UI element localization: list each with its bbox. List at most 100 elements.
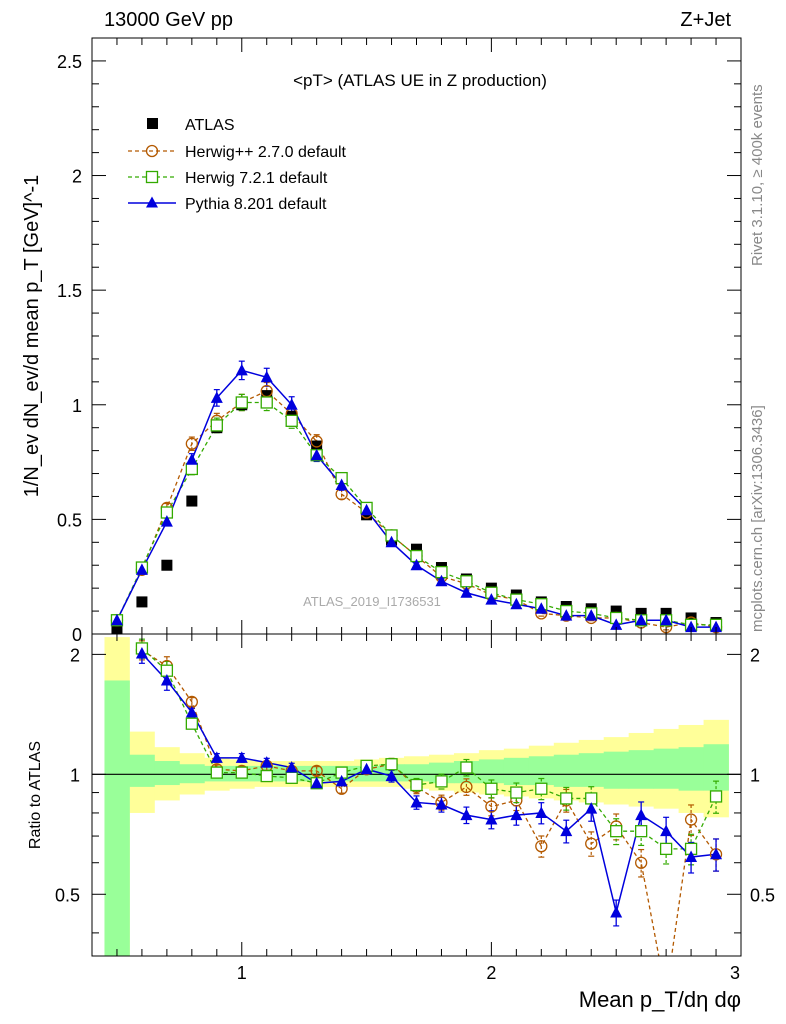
ratio-point-herwigpp [585, 837, 598, 850]
main-point-pythia [710, 620, 723, 633]
ratio-point-herwig7 [560, 792, 573, 805]
ratio-y-tick-label-right: 1 [750, 765, 760, 785]
main-y-tick-label: 1 [72, 396, 82, 416]
x-tick-label: 3 [730, 963, 740, 983]
main-point-data [161, 559, 173, 571]
ratio-band-inner [503, 757, 530, 786]
main-point-herwigpp [310, 435, 323, 448]
ratio-point-herwig7 [659, 842, 673, 856]
main-point-pythia [160, 515, 173, 527]
legend-label-herwig7: Herwig 7.2.1 default [185, 170, 328, 187]
ratio-band-inner [129, 754, 155, 787]
main-marks [110, 360, 723, 634]
ratio-point-pythia [710, 847, 723, 860]
ratio-point-pythia [410, 795, 423, 808]
main-point-pythia [535, 602, 548, 614]
main-y-tick-label: 1.5 [57, 281, 82, 301]
ratio-point-herwigpp [310, 764, 323, 778]
x-tick-label: 2 [486, 963, 496, 983]
x-tick-label: 1 [237, 963, 247, 983]
legend-label-atlas: ATLAS [185, 117, 235, 134]
legend-label-pythia: Pythia 8.201 default [185, 196, 327, 213]
ratio-point-herwig7 [535, 782, 548, 795]
ratio-y-tick-label-right: 0.5 [750, 885, 775, 905]
main-point-pythia [335, 478, 348, 490]
ratio-point-pythia [685, 850, 698, 863]
main-point-pythia [110, 613, 123, 626]
ratio-point-pythia [135, 647, 148, 659]
ratio-line-herwigpp [141, 649, 717, 956]
ratio-point-herwigpp [485, 800, 498, 813]
ratio-point-pythia [185, 705, 198, 718]
main-point-pythia [435, 574, 448, 587]
ratio-point-herwigpp [535, 840, 548, 853]
ratio-point-herwig7 [610, 825, 623, 838]
main-point-data [685, 612, 697, 624]
ratio-series [135, 638, 723, 956]
ratio-plot-area [92, 637, 741, 956]
main-point-data [411, 543, 422, 555]
main-point-pythia [485, 593, 498, 605]
main-line-herwig7 [116, 401, 717, 626]
main-point-data [261, 390, 273, 402]
ratio-band-inner [478, 759, 505, 784]
ratio-point-herwig7 [435, 775, 448, 788]
main-y-tick-label: 0 [72, 625, 82, 645]
ratio-band-inner [553, 754, 580, 787]
main-point-pythia [235, 363, 248, 376]
ratio-band-inner [179, 764, 205, 784]
ratio-band-inner [678, 747, 704, 791]
ratio-point-herwig7 [210, 766, 223, 779]
legend-marker-pythia [146, 196, 158, 208]
ratio-ticks: 0.5 0.5 1 1 2 2 1 2 3 [55, 634, 775, 983]
ratio-marks [135, 638, 723, 956]
main-point-data [136, 596, 148, 608]
legend: ATLAS Herwig++ 2.7.0 default Herwig 7.2.… [128, 117, 347, 213]
main-point-pythia [635, 613, 648, 626]
ratio-band-inner [404, 764, 430, 782]
main-point-pythia [410, 558, 423, 571]
main-title: <pT> (ATLAS UE in Z production) [293, 71, 547, 90]
header-right: Z+Jet [680, 9, 731, 31]
ratio-point-herwig7 [709, 790, 723, 803]
ratio-point-pythia [560, 824, 573, 837]
ratio-point-pythia [635, 808, 648, 821]
ratio-band-inner [104, 680, 130, 956]
main-line-pythia [116, 369, 717, 628]
ratio-band [92, 637, 741, 956]
ratio-panel: 0.5 0.5 1 1 2 2 1 2 3 Ratio to ATLAS Mean p_T/dη… [27, 633, 775, 1012]
legend-entry-atlas: ATLAS [147, 117, 235, 134]
ratio-y-tick-label-right: 2 [750, 645, 760, 665]
legend-label-herwigpp: Herwig++ 2.7.0 default [185, 144, 347, 161]
ratio-point-pythia [335, 774, 348, 787]
main-point-herwig7 [260, 396, 273, 409]
main-point-pythia [210, 391, 223, 403]
ratio-point-herwig7 [385, 758, 398, 771]
ratio-point-herwigpp [684, 813, 698, 826]
ratio-band-inner [603, 751, 630, 789]
header-left: 13000 GeV pp [104, 9, 233, 31]
ratio-point-pythia [535, 806, 548, 818]
main-point-pythia [285, 398, 298, 410]
main-point-pythia [660, 613, 673, 626]
ratio-band-inner [578, 753, 605, 787]
ratio-point-herwig7 [285, 771, 298, 784]
main-point-data [610, 605, 622, 617]
main-point-pythia [185, 453, 198, 465]
ratio-point-herwig7 [485, 782, 498, 795]
ratio-point-herwig7 [410, 778, 423, 792]
ratio-point-herwig7 [510, 786, 523, 799]
ratio-point-pythia [210, 751, 223, 763]
ratio-y-axis-label: Ratio to ATLAS [27, 741, 44, 849]
ratio-point-pythia [385, 769, 398, 782]
ratio-point-herwig7 [260, 769, 273, 783]
source-label: mcplots.cern.ch [arXiv:1306.3436] [749, 405, 766, 632]
ratio-point-pythia [235, 751, 248, 763]
main-point-herwig7 [285, 414, 298, 427]
main-point-data [635, 607, 647, 619]
ratio-band-inner [653, 748, 679, 789]
ratio-point-pythia [460, 808, 473, 821]
main-y-tick-label: 2 [72, 167, 82, 187]
legend-entry-herwig7: Herwig 7.2.1 default [128, 170, 328, 187]
ratio-point-herwigpp [635, 856, 648, 869]
